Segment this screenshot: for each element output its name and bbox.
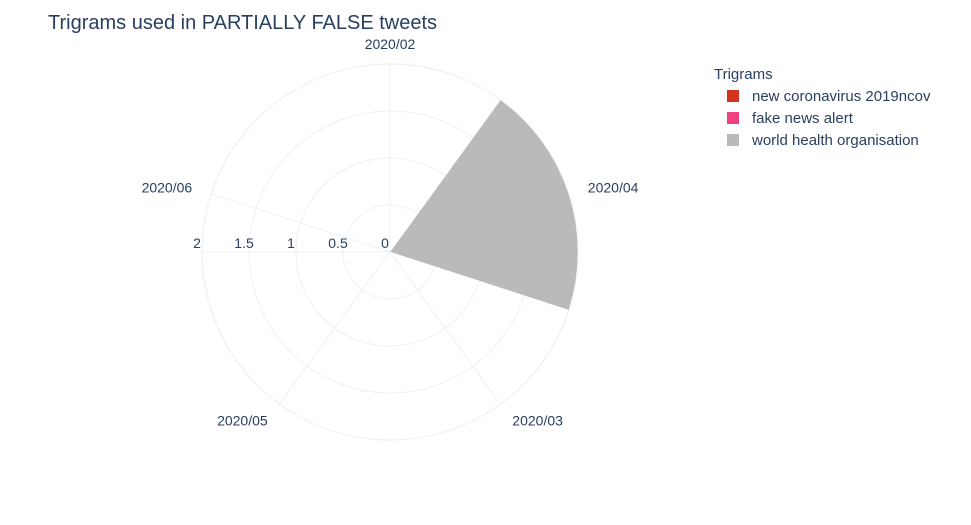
- polar-bars: [389, 99, 579, 311]
- radial-tick-label: 0.5: [328, 235, 348, 251]
- angular-tick-label: 2020/02: [365, 36, 416, 52]
- legend-title: Trigrams: [714, 66, 773, 83]
- legend-item-label: world health organisation: [751, 132, 919, 149]
- legend-swatch: [727, 112, 739, 124]
- radial-tick-label: 2: [193, 235, 201, 251]
- chart-title: Trigrams used in PARTIALLY FALSE tweets: [48, 12, 437, 34]
- legend: Trigrams new coronavirus 2019ncov fake ne…: [714, 66, 931, 149]
- angular-tick-label: 2020/03: [512, 412, 563, 428]
- angular-tick-label: 2020/05: [217, 412, 268, 428]
- polar-bar: [389, 99, 579, 311]
- legend-swatch: [727, 134, 739, 146]
- legend-item-label: new coronavirus 2019ncov: [752, 88, 931, 105]
- angular-axis: 2020/02 2020/04 2020/03 2020/05 2020/06: [142, 36, 639, 428]
- angular-tick-label: 2020/04: [588, 180, 639, 196]
- angular-tick-label: 2020/06: [142, 180, 193, 196]
- angular-gridline: [211, 193, 391, 253]
- legend-item-label: fake news alert: [752, 110, 854, 127]
- legend-swatch: [727, 90, 739, 102]
- radial-tick-label: 1: [287, 235, 295, 251]
- radial-axis: 0 0.5 1 1.5 2: [193, 235, 389, 251]
- radial-tick-label: 0: [381, 235, 389, 251]
- angular-gridline: [389, 251, 501, 405]
- angular-gridline: [279, 251, 391, 405]
- radial-tick-label: 1.5: [234, 235, 254, 251]
